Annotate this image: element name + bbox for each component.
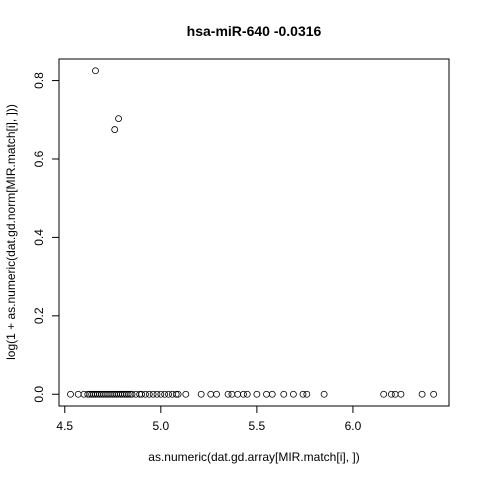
data-point [418,390,426,398]
data-point [157,390,165,398]
y-tick-label: 0.0 [32,386,46,403]
data-point [174,390,182,398]
x-tick-label: 5.0 [152,419,169,433]
data-point [142,390,149,398]
data-point [182,390,190,398]
data-point [161,390,169,398]
data-point [145,390,153,398]
data-point [67,390,74,398]
y-tick-label: 0.8 [32,72,46,89]
data-point [172,390,180,398]
data-point [115,115,122,122]
y-tick-label: 0.6 [32,150,46,167]
data-point [149,390,157,398]
data-point [243,390,251,398]
data-point [124,390,132,398]
data-point [224,390,232,398]
y-tick-label: 0.4 [32,229,46,246]
data-point [111,126,119,133]
y-axis: 0.0 0.2 0.4 0.6 0.8 [32,72,60,403]
data-point [165,390,172,398]
x-axis-label: as.numeric(dat.gd.array[MIR.match[i], ]) [148,450,359,464]
data-point [280,390,288,398]
data-points [67,67,438,398]
data-point [128,390,136,398]
data-point [213,390,220,398]
data-point [397,390,405,398]
data-point [253,390,261,398]
data-point [197,390,205,398]
x-axis: 4.5 5.0 5.5 6.0 [56,405,362,433]
data-point [138,390,146,398]
data-point [299,390,307,398]
data-point [289,390,297,398]
x-tick-label: 4.5 [56,419,73,433]
y-tick-label: 0.2 [32,307,46,324]
data-point [153,390,161,398]
data-point [380,390,388,398]
data-point [268,390,276,398]
data-point [320,390,328,398]
data-point [387,390,395,398]
data-point [430,390,438,398]
chart-title: hsa-miR-640 -0.0316 [187,23,322,39]
data-point [303,390,311,398]
data-point [240,390,247,398]
x-tick-label: 5.5 [249,419,266,433]
data-point [92,67,99,75]
x-tick-label: 6.0 [345,419,362,433]
y-axis-label: log(1 + as.numeric(dat.gd.norm[MIR.match… [4,104,18,360]
